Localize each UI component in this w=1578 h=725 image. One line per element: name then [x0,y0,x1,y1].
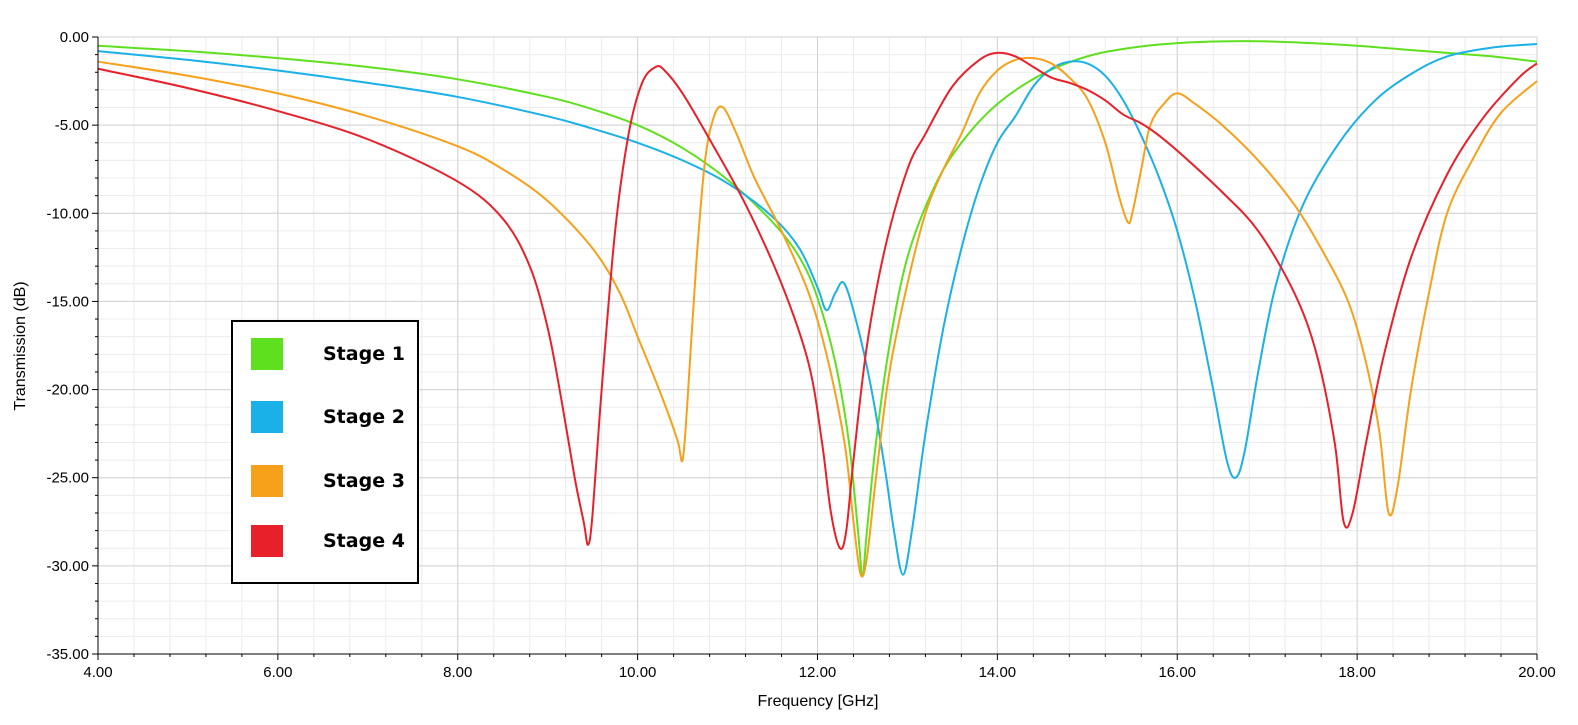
legend-label-stage-2: Stage 2 [323,406,405,428]
legend-label-stage-1: Stage 1 [323,343,405,365]
x-tick-label: 20.00 [1518,664,1556,681]
x-tick-label: 4.00 [83,664,112,681]
legend-item-stage-3: Stage 3 [251,465,405,497]
legend-swatch-stage-4 [251,525,283,557]
series-line-stage-4 [97,51,1538,550]
y-tick-labels: 0.00 -5.00 -10.00 -15.00 -20.00 -25.00 -30.00 -… [46,29,89,663]
x-axis-label: Frequency [GHz] [758,693,879,710]
x-tick-label: 6.00 [263,664,292,681]
y-tick-label: -30.00 [46,558,89,575]
y-tick-label: -35.00 [46,646,89,663]
series-line-stage-3 [97,56,1538,578]
y-tick-label: -10.00 [46,205,89,222]
legend: Stage 1 Stage 2 Stage 3 Stage 4 [231,320,419,584]
x-tick-label: 10.00 [619,664,657,681]
series-line-stage-1 [97,40,1538,576]
legend-item-stage-2: Stage 2 [251,401,405,433]
y-tick-label: -5.00 [55,117,89,134]
legend-swatch-stage-2 [251,401,283,433]
x-tick-label: 12.00 [799,664,837,681]
legend-swatch-stage-1 [251,338,283,370]
y-tick-label: -15.00 [46,293,89,310]
y-tick-label: -25.00 [46,470,89,487]
legend-swatch-stage-3 [251,465,283,497]
x-tick-label: 8.00 [443,664,472,681]
x-tick-label: 16.00 [1158,664,1196,681]
series-line-stage-2 [97,43,1538,576]
legend-item-stage-1: Stage 1 [251,338,405,370]
legend-item-stage-4: Stage 4 [251,525,405,557]
y-tick-label: -20.00 [46,382,89,399]
y-tick-label: 0.00 [60,29,89,46]
x-tick-label: 14.00 [979,664,1017,681]
x-tick-labels: 4.00 6.00 8.00 10.00 12.00 14.00 16.00 18.00 20.… [83,664,1555,681]
y-axis-label: Transmission (dB) [12,281,29,410]
x-tick-label: 18.00 [1338,664,1376,681]
axes [92,36,1538,660]
legend-label-stage-4: Stage 4 [323,530,405,552]
legend-label-stage-3: Stage 3 [323,470,405,492]
series-layer [97,40,1538,578]
